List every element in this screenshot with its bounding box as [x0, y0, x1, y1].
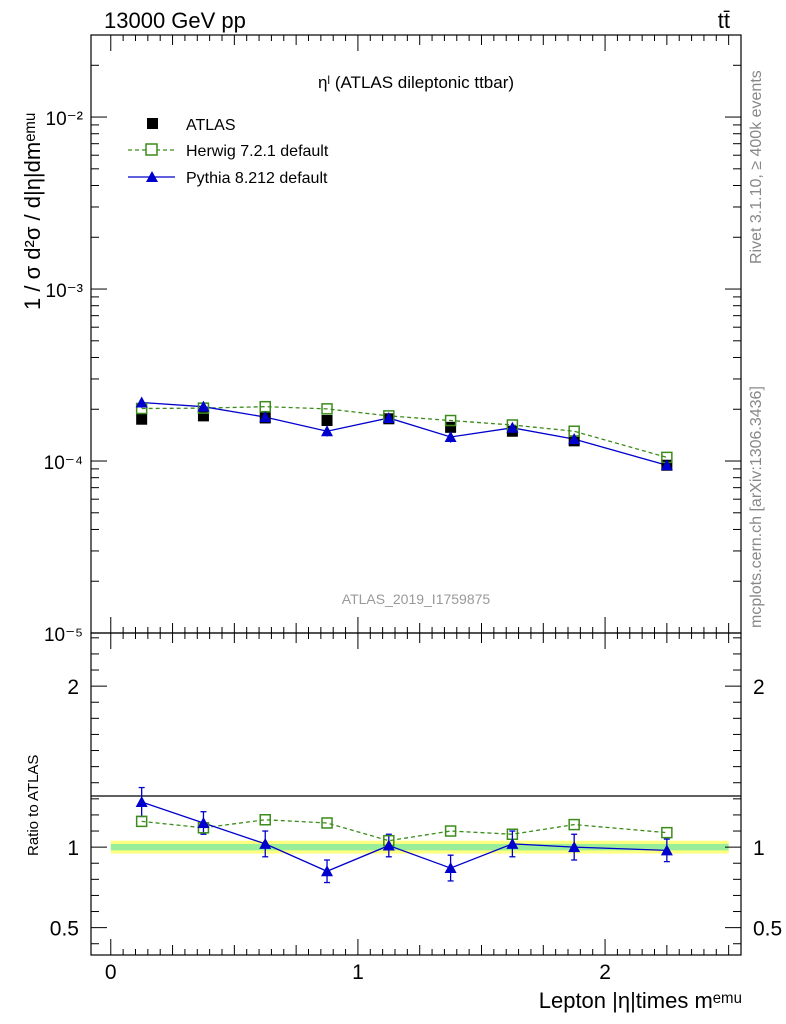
- legend-pythia-label: Pythia 8.212 default: [186, 170, 328, 187]
- legend-pythia-marker: [146, 171, 158, 182]
- ratio-pythia-point: [197, 816, 210, 828]
- ratio-x-tick-label: 2: [599, 961, 611, 984]
- ratio-band-layer: [110, 840, 729, 854]
- ratio-pythia-point: [506, 837, 519, 849]
- ratio-band-inner: [110, 843, 729, 851]
- ratio-herwig-point: [135, 815, 148, 828]
- legend: ATLAS Herwig 7.2.1 default Pythia 8.212 …: [128, 117, 329, 187]
- ratio-pythia-point: [660, 844, 673, 856]
- analysis-label: ATLAS_2019_I1759875: [342, 591, 491, 607]
- ratio-herwig-point: [444, 825, 457, 837]
- ratio-herwig-point: [259, 814, 271, 826]
- rivet-label: Rivet 3.1.10, ≥ 400k events: [748, 70, 765, 264]
- process-label: tt̄: [718, 8, 730, 33]
- pythia-point: [568, 433, 581, 445]
- legend-herwig-label: Herwig 7.2.1 default: [186, 143, 329, 160]
- ratio-herwig-line: [141, 819, 667, 842]
- ratio-y-tick-labels: 0.5 0.5 1 1 2 2: [50, 676, 782, 941]
- atlas-point: [197, 410, 209, 422]
- ratio-y-axis-label: Ratio to ATLAS: [25, 755, 42, 856]
- main-panel: 10⁻⁵ 10⁻⁴ 10⁻³ 10⁻² ηˡ (ATLAS dileptonic tt…: [20, 34, 742, 646]
- pythia-point: [135, 396, 148, 408]
- main-y-tick-label: 10⁻³: [46, 281, 84, 302]
- ratio-herwig-point: [661, 826, 673, 839]
- herwig-point: [321, 403, 333, 415]
- ratio-axis-ticks: [91, 633, 741, 955]
- ratio-pythia-point: [135, 796, 148, 808]
- ratio-series-layer: [135, 786, 673, 884]
- ratio-pythia-point: [444, 862, 457, 874]
- ratio-pythia-point: [382, 839, 395, 851]
- pythia-point: [660, 459, 673, 471]
- main-y-tick-label: 10⁻⁴: [44, 453, 83, 474]
- ratio-pythia-point: [568, 841, 581, 853]
- ratio-pythia-point: [259, 837, 272, 849]
- ratio-panel-frame: [90, 632, 742, 956]
- main-title: ηˡ (ATLAS dileptonic ttbar): [318, 73, 514, 92]
- pythia-point: [321, 425, 334, 437]
- pythia-point: [259, 411, 272, 423]
- ratio-pythia-point: [321, 865, 334, 877]
- ratio-herwig-point: [321, 817, 333, 829]
- legend-atlas-label: ATLAS: [186, 117, 236, 134]
- herwig-line: [141, 406, 668, 459]
- ratio-panel: 0.5 0.5 1 1 2 2 0 1 2 Ratio to ATLAS Lepton |η|…: [25, 632, 782, 1013]
- atlas-point: [321, 415, 333, 427]
- ratio-y-tick-label-right: 2: [753, 676, 765, 699]
- pythia-point: [197, 400, 210, 412]
- main-y-tick-label: 10⁻²: [46, 109, 84, 130]
- herwig-point: [444, 414, 457, 427]
- x-axis-label: Lepton |η|times mᵉᵐᵘ: [539, 988, 742, 1013]
- ratio-x-tick-label: 1: [352, 961, 364, 984]
- ratio-y-tick-label-right: 0.5: [753, 918, 782, 941]
- ratio-y-tick-label-left: 0.5: [50, 918, 79, 941]
- ratio-y-tick-label-right: 1: [753, 837, 765, 860]
- ratio-y-tick-label-left: 1: [67, 837, 79, 860]
- ratio-pythia-line: [141, 801, 667, 872]
- ratio-herwig-point: [568, 818, 580, 831]
- legend-herwig-marker: [145, 143, 158, 156]
- pythia-point: [444, 430, 457, 442]
- pythia-point: [506, 421, 519, 433]
- atlas-point: [445, 421, 457, 433]
- main-series-layer: [135, 396, 673, 471]
- main-y-axis-label: 1 / σ d²σ / d|η|dmᵉᵐᵘ: [20, 113, 45, 310]
- main-axis-ticks: [91, 34, 741, 634]
- legend-atlas-marker: [147, 118, 158, 129]
- energy-label: 13000 GeV pp: [104, 8, 246, 33]
- ratio-y-tick-label-left: 2: [67, 676, 79, 699]
- mcplots-label: mcplots.cern.ch [arXiv:1306.3436]: [748, 386, 765, 628]
- pythia-line: [141, 401, 668, 466]
- atlas-point: [136, 413, 148, 425]
- ratio-x-tick-labels: 0 1 2: [105, 961, 611, 984]
- main-y-tick-label: 10⁻⁵: [44, 625, 83, 646]
- main-y-tick-labels: 10⁻⁵ 10⁻⁴ 10⁻³ 10⁻²: [44, 109, 83, 646]
- ratio-x-tick-label: 0: [105, 961, 117, 984]
- pythia-point: [382, 411, 395, 423]
